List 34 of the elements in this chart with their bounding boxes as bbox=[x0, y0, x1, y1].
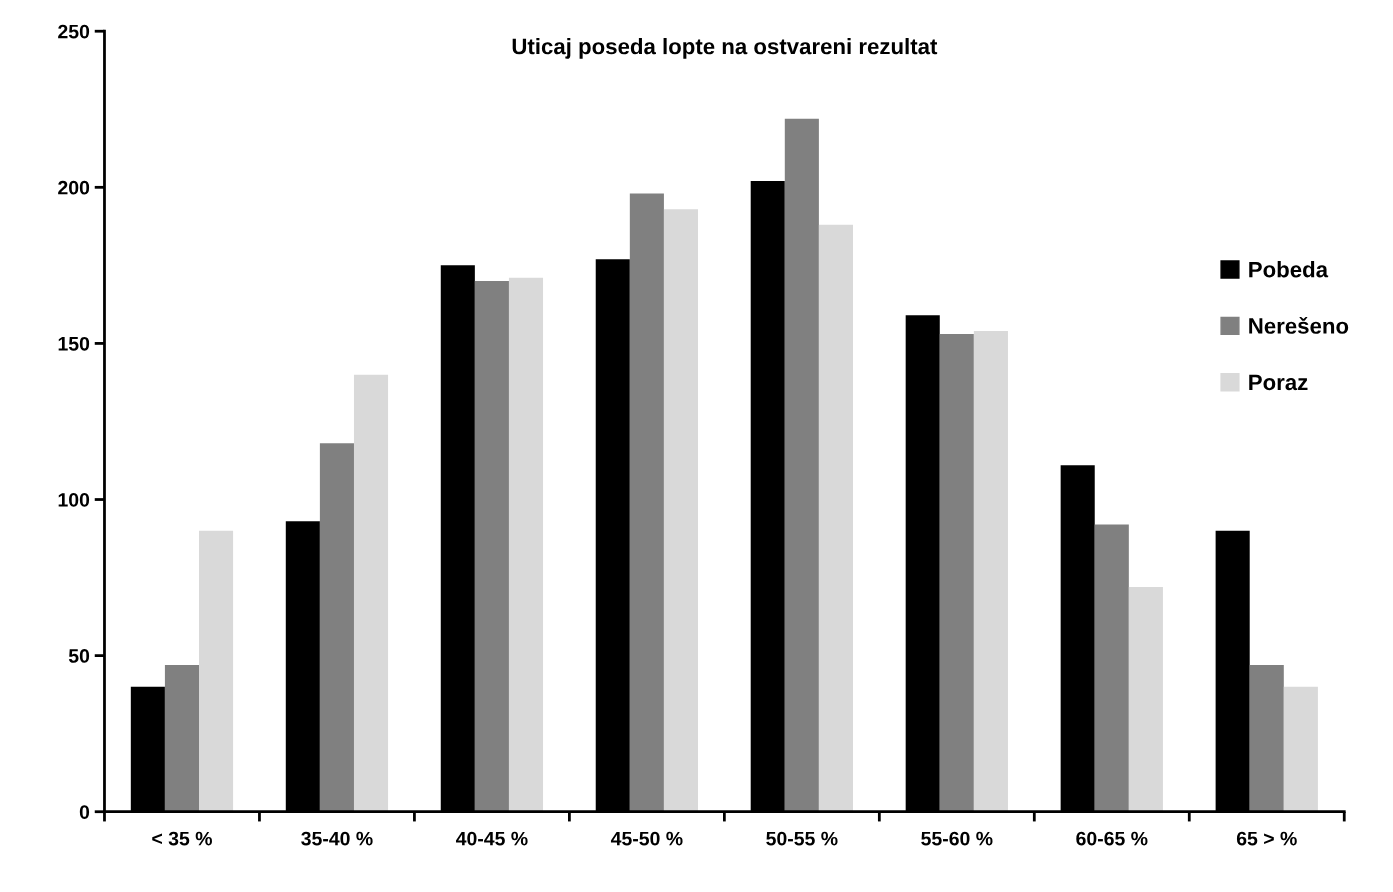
bar bbox=[164, 664, 200, 812]
bar bbox=[939, 334, 974, 812]
x-tick-label: 50-55 % bbox=[766, 831, 838, 846]
bar bbox=[199, 530, 234, 812]
bar bbox=[818, 224, 853, 812]
y-tick-label: 0 bbox=[79, 805, 90, 819]
bar bbox=[319, 443, 354, 812]
x-tick-label: 55-60 % bbox=[921, 831, 993, 846]
legend-label: Poraz bbox=[1249, 374, 1308, 391]
y-tick-label: 100 bbox=[58, 492, 90, 507]
bar bbox=[1094, 524, 1129, 812]
bar bbox=[474, 280, 509, 812]
legend-label: Nerešeno bbox=[1249, 317, 1349, 334]
bar bbox=[1283, 686, 1318, 812]
bar bbox=[353, 374, 389, 812]
bar bbox=[973, 330, 1008, 812]
x-tick-label: < 35 % bbox=[152, 831, 212, 846]
x-tick-label: 45-50 % bbox=[610, 831, 683, 846]
legend-label: Pobeda bbox=[1249, 261, 1329, 278]
x-tick-label: 60-65 % bbox=[1076, 831, 1148, 846]
bar bbox=[1128, 586, 1163, 812]
y-tick-label: 150 bbox=[58, 336, 90, 351]
x-tick-label: 65 > % bbox=[1236, 831, 1297, 846]
y-tick-label: 250 bbox=[58, 24, 90, 39]
bar bbox=[784, 118, 819, 812]
bar bbox=[1249, 664, 1284, 812]
bar bbox=[508, 277, 544, 812]
bar bbox=[663, 209, 699, 812]
x-tick-label: 40-45 % bbox=[455, 831, 528, 846]
y-tick-label: 200 bbox=[58, 180, 90, 195]
y-tick-label: 50 bbox=[68, 649, 90, 663]
x-tick-label: 35-40 % bbox=[301, 831, 373, 846]
bar bbox=[629, 193, 664, 812]
chart-title: Uticaj poseda lopte na ostvareni rezultat bbox=[512, 38, 938, 59]
